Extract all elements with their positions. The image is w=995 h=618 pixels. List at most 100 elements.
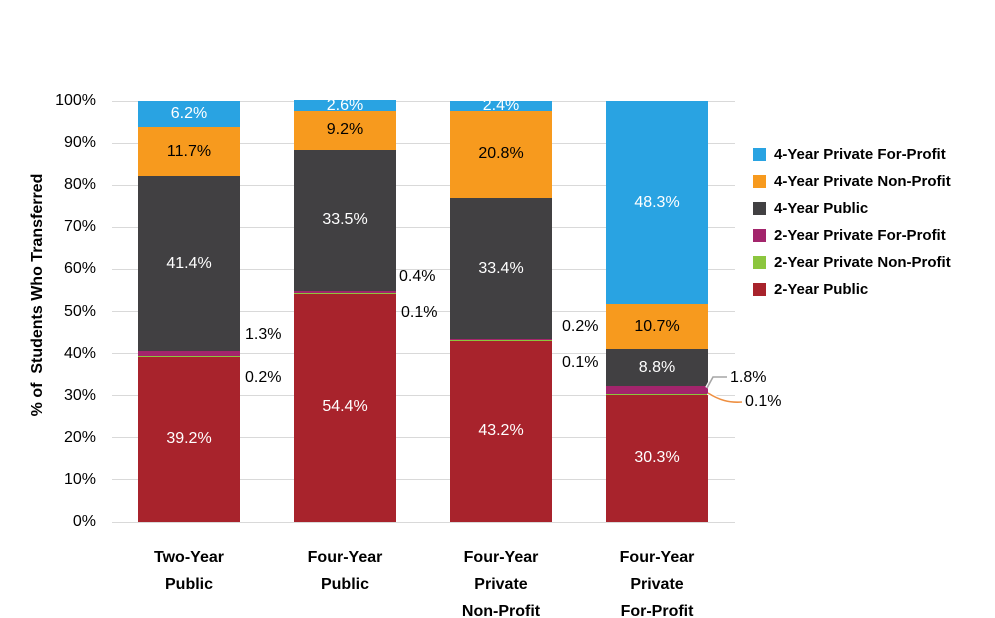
bar-segment <box>138 356 240 522</box>
data-label-outside: 0.4% <box>399 268 436 285</box>
y-tick-label: 90% <box>63 134 96 152</box>
x-category-label: Two-Year Public <box>154 549 224 593</box>
x-category-label: Four-Year Private Non-Profit <box>461 549 541 618</box>
gridline <box>112 521 735 523</box>
bar-segment <box>606 304 708 350</box>
legend-item-label: 2-Year Public <box>774 281 869 298</box>
bar-segment <box>294 292 396 294</box>
gridline <box>112 184 735 186</box>
bar-segment <box>294 292 396 522</box>
data-label: 39.2% <box>166 430 212 448</box>
y-tick-label: 30% <box>63 386 96 404</box>
y-tick-label: 20% <box>63 428 96 446</box>
data-label-outside: 0.1% <box>745 393 782 410</box>
legend-item: 2-Year Private For-Profit <box>753 222 951 249</box>
bar-segment <box>138 176 240 351</box>
x-category-label: Four-Year Private For-Profit <box>619 549 695 618</box>
y-tick-label: 100% <box>55 92 96 109</box>
data-label: 10.7% <box>634 317 680 335</box>
data-label-outside: 1.8% <box>730 369 767 386</box>
bar-segment <box>450 100 552 111</box>
gridline <box>112 353 735 355</box>
bar-segment <box>138 350 240 357</box>
bar: 39.2% 41.4% 11.7% 6.2% <box>138 0 240 618</box>
bar-segment <box>450 340 552 522</box>
data-label: 20.8% <box>478 145 524 163</box>
legend-item-label: 2-Year Private For-Profit <box>774 227 946 244</box>
bar-segment <box>294 100 396 112</box>
gridline <box>112 311 735 312</box>
data-label-outside: 0.2% <box>245 369 282 386</box>
data-label: 6.2% <box>170 105 208 123</box>
gridline <box>112 479 735 481</box>
legend-item: 2-Year Public <box>753 276 951 303</box>
legend-swatch-icon <box>753 202 766 215</box>
legend-item: 4-Year Private For-Profit <box>753 141 951 168</box>
y-tick-label: 0% <box>72 513 96 530</box>
data-label: 11.7% <box>166 142 212 160</box>
data-label: 33.5% <box>322 211 368 229</box>
data-label-outside: 1.3% <box>245 326 282 343</box>
bar: 54.4% 33.5% 9.2% 2.6% <box>294 0 396 618</box>
data-label-outside: 0.2% <box>562 318 599 335</box>
data-label: 33.4% <box>478 259 524 277</box>
gridline <box>112 395 735 397</box>
bar-segment <box>450 198 552 339</box>
bar: 43.2% 33.4% 20.8% 2.4% <box>450 0 552 618</box>
leader-line <box>706 376 727 389</box>
legend-item-label: 2-Year Private Non-Profit <box>774 254 951 271</box>
data-label-outside: 0.1% <box>401 304 438 321</box>
data-label-outside: 0.1% <box>562 354 599 371</box>
legend-item-label: 4-Year Private For-Profit <box>774 146 946 163</box>
bar-segment <box>450 338 552 340</box>
legend-swatch-icon <box>753 229 766 242</box>
legend-item-label: 4-Year Public <box>774 200 869 217</box>
y-tick-label: 50% <box>63 302 96 320</box>
legend-swatch-icon <box>753 283 766 296</box>
gridline <box>112 226 735 228</box>
bar-segment <box>606 349 708 387</box>
data-label: 9.2% <box>326 121 364 139</box>
bar-segment <box>606 101 708 305</box>
data-label: 2.6% <box>326 96 364 114</box>
legend-item: 2-Year Private Non-Profit <box>753 249 951 276</box>
y-tick-label: 70% <box>63 218 96 236</box>
gridline <box>112 437 735 439</box>
legend-item: 4-Year Private Non-Profit <box>753 168 951 195</box>
bar-segment <box>606 394 708 522</box>
bar-segment <box>606 394 708 396</box>
bar-segment <box>450 339 552 341</box>
y-tick-label: 80% <box>63 176 96 194</box>
legend-swatch-icon <box>753 175 766 188</box>
data-label: 2.4% <box>482 96 520 114</box>
data-label: 48.3% <box>634 193 680 211</box>
bar: 30.3% 8.8% 10.7% 48.3% <box>606 0 708 618</box>
legend-item: 4-Year Public <box>753 195 951 222</box>
legend-item-label: 4-Year Private Non-Profit <box>774 173 951 190</box>
y-tick-label: 10% <box>63 470 96 488</box>
bar-segment <box>294 149 396 291</box>
legend: 4-Year Private For-Profit 4-Year Private … <box>753 141 951 303</box>
data-label: 54.4% <box>322 398 368 416</box>
bar-segment <box>294 111 396 150</box>
y-tick-label: 60% <box>63 260 96 278</box>
bar-segment <box>606 386 708 394</box>
bar-segment <box>450 110 552 199</box>
bar-segment <box>294 290 396 293</box>
data-label: 43.2% <box>478 422 524 440</box>
gridline <box>112 142 735 144</box>
data-label: 30.3% <box>634 449 680 467</box>
leader-line-casing <box>705 375 727 389</box>
legend-swatch-icon <box>753 148 766 161</box>
bar-segment <box>138 127 240 177</box>
x-category-label: Four-Year Public <box>307 549 383 593</box>
gridline <box>112 268 735 270</box>
gridline <box>112 100 735 102</box>
legend-swatch-icon <box>753 256 766 269</box>
bar-segment <box>138 101 240 128</box>
y-axis-title: % of Students Who Transferred <box>29 173 46 417</box>
bar-segment <box>138 356 240 358</box>
data-label: 41.4% <box>166 254 212 272</box>
y-tick-label: 40% <box>63 344 96 362</box>
